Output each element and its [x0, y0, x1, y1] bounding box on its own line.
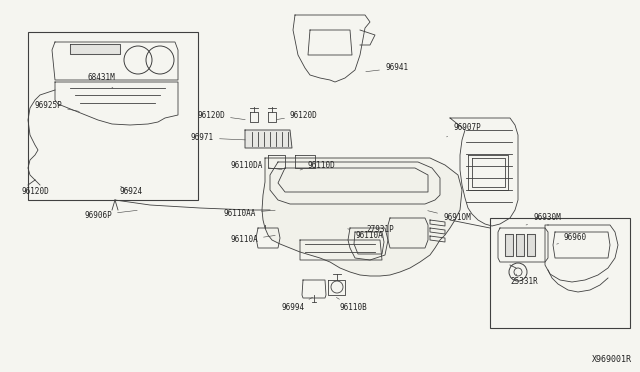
Text: 96907P: 96907P [447, 124, 481, 137]
Text: 96994: 96994 [282, 297, 312, 312]
Text: 96110AA: 96110AA [223, 208, 275, 218]
Text: 68431M: 68431M [88, 74, 116, 88]
Text: 27931P: 27931P [358, 225, 394, 237]
Text: 96925P: 96925P [35, 100, 79, 112]
Polygon shape [527, 234, 535, 256]
Text: 96110DA: 96110DA [230, 160, 282, 170]
Text: 96110A: 96110A [230, 235, 275, 244]
Polygon shape [70, 44, 120, 54]
Polygon shape [505, 234, 513, 256]
Text: 96960: 96960 [557, 234, 587, 244]
Text: 96924: 96924 [120, 186, 143, 196]
Text: 96941: 96941 [366, 64, 408, 73]
Text: X969001R: X969001R [592, 355, 632, 364]
Text: 96110D: 96110D [300, 160, 336, 170]
Text: 96110A: 96110A [348, 229, 383, 240]
Bar [28, 32, 198, 200]
Text: 96906P: 96906P [84, 210, 137, 219]
Text: 25331R: 25331R [510, 274, 538, 286]
Polygon shape [262, 158, 462, 276]
Text: 96930M: 96930M [526, 214, 561, 225]
Text: 96110B: 96110B [337, 298, 368, 312]
Text: 96120D: 96120D [276, 110, 317, 119]
Text: 96120D: 96120D [197, 110, 245, 120]
Polygon shape [516, 234, 524, 256]
Text: 96120D: 96120D [22, 187, 50, 196]
Text: 9691OM: 9691OM [428, 211, 471, 222]
Text: 96971: 96971 [191, 134, 245, 142]
Polygon shape [245, 130, 292, 148]
Bar [490, 218, 630, 328]
